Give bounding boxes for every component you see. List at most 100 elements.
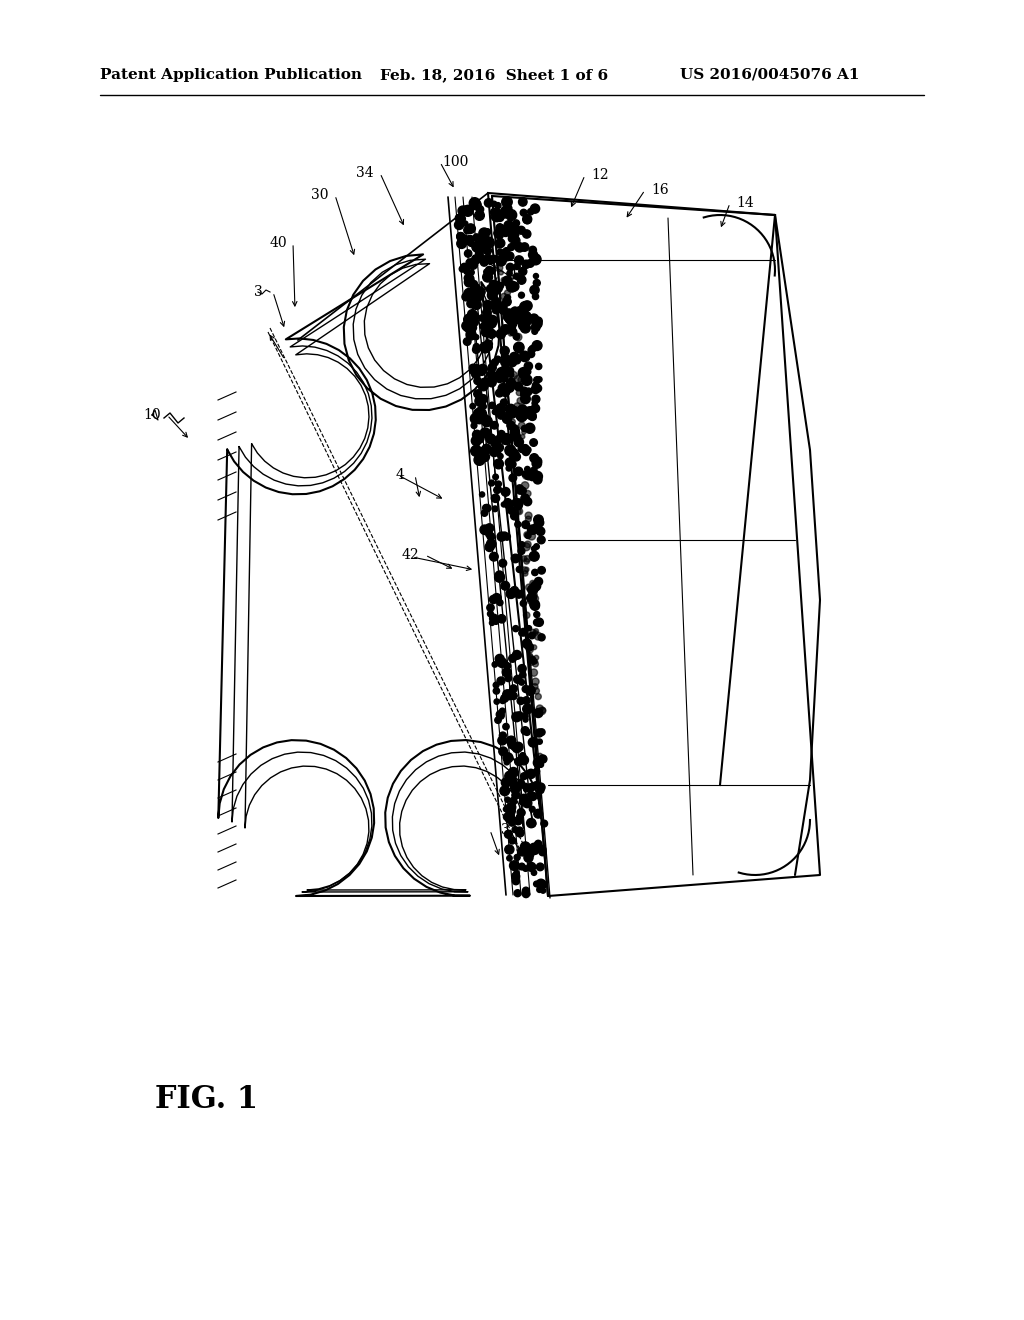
Circle shape: [529, 807, 536, 812]
Circle shape: [468, 259, 474, 265]
Circle shape: [513, 783, 521, 792]
Circle shape: [501, 433, 512, 445]
Circle shape: [522, 315, 532, 325]
Circle shape: [523, 498, 531, 506]
Circle shape: [504, 360, 509, 366]
Circle shape: [516, 829, 524, 837]
Circle shape: [463, 220, 468, 226]
Circle shape: [528, 347, 535, 354]
Circle shape: [518, 422, 525, 429]
Circle shape: [484, 301, 493, 310]
Circle shape: [507, 776, 516, 787]
Circle shape: [515, 590, 523, 598]
Circle shape: [519, 318, 524, 323]
Circle shape: [516, 484, 523, 492]
Circle shape: [508, 383, 513, 388]
Circle shape: [487, 371, 497, 380]
Circle shape: [500, 698, 506, 704]
Circle shape: [537, 887, 543, 892]
Circle shape: [479, 255, 484, 260]
Circle shape: [512, 453, 520, 461]
Circle shape: [519, 351, 530, 362]
Circle shape: [531, 385, 540, 393]
Circle shape: [534, 631, 538, 635]
Circle shape: [515, 758, 522, 766]
Circle shape: [532, 593, 538, 597]
Circle shape: [520, 772, 527, 780]
Circle shape: [483, 238, 495, 248]
Circle shape: [504, 314, 510, 321]
Circle shape: [497, 214, 504, 222]
Circle shape: [512, 826, 518, 833]
Circle shape: [498, 383, 509, 393]
Circle shape: [519, 672, 526, 678]
Circle shape: [513, 273, 519, 280]
Circle shape: [505, 771, 514, 781]
Circle shape: [540, 880, 547, 888]
Circle shape: [501, 387, 510, 396]
Circle shape: [469, 317, 478, 326]
Circle shape: [503, 414, 512, 424]
Circle shape: [464, 268, 470, 275]
Circle shape: [524, 556, 530, 562]
Circle shape: [510, 418, 515, 424]
Circle shape: [459, 235, 468, 244]
Circle shape: [496, 232, 503, 239]
Circle shape: [467, 277, 472, 284]
Circle shape: [490, 301, 500, 310]
Circle shape: [489, 552, 499, 561]
Text: 14: 14: [736, 195, 754, 210]
Circle shape: [534, 384, 542, 392]
Circle shape: [509, 449, 518, 458]
Circle shape: [524, 407, 535, 417]
Circle shape: [532, 318, 542, 329]
Circle shape: [498, 657, 507, 668]
Circle shape: [501, 293, 507, 300]
Circle shape: [501, 358, 509, 366]
Circle shape: [494, 289, 499, 294]
Circle shape: [527, 260, 534, 267]
Circle shape: [464, 314, 475, 325]
Circle shape: [475, 451, 481, 457]
Circle shape: [514, 870, 519, 875]
Circle shape: [530, 467, 538, 474]
Circle shape: [530, 285, 540, 294]
Circle shape: [509, 333, 513, 337]
Circle shape: [511, 512, 518, 520]
Circle shape: [497, 532, 506, 541]
Circle shape: [529, 843, 539, 853]
Circle shape: [532, 341, 542, 351]
Circle shape: [474, 378, 481, 384]
Circle shape: [493, 506, 498, 512]
Circle shape: [515, 440, 521, 446]
Circle shape: [462, 293, 470, 301]
Circle shape: [469, 269, 474, 275]
Circle shape: [536, 363, 542, 370]
Circle shape: [529, 821, 536, 826]
Circle shape: [483, 269, 489, 275]
Circle shape: [474, 454, 485, 465]
Circle shape: [517, 488, 522, 494]
Circle shape: [505, 797, 510, 803]
Circle shape: [498, 430, 505, 438]
Circle shape: [480, 259, 488, 267]
Circle shape: [518, 847, 527, 855]
Circle shape: [501, 227, 511, 236]
Circle shape: [475, 286, 485, 297]
Circle shape: [506, 367, 514, 375]
Circle shape: [501, 206, 512, 216]
Circle shape: [535, 317, 543, 325]
Circle shape: [529, 346, 536, 352]
Circle shape: [522, 471, 530, 479]
Circle shape: [496, 264, 503, 272]
Circle shape: [493, 661, 498, 667]
Circle shape: [522, 846, 532, 855]
Circle shape: [499, 306, 507, 314]
Circle shape: [469, 364, 477, 372]
Circle shape: [474, 334, 479, 339]
Circle shape: [487, 330, 496, 338]
Circle shape: [532, 661, 539, 667]
Circle shape: [538, 566, 546, 574]
Circle shape: [530, 657, 537, 663]
Circle shape: [515, 313, 523, 321]
